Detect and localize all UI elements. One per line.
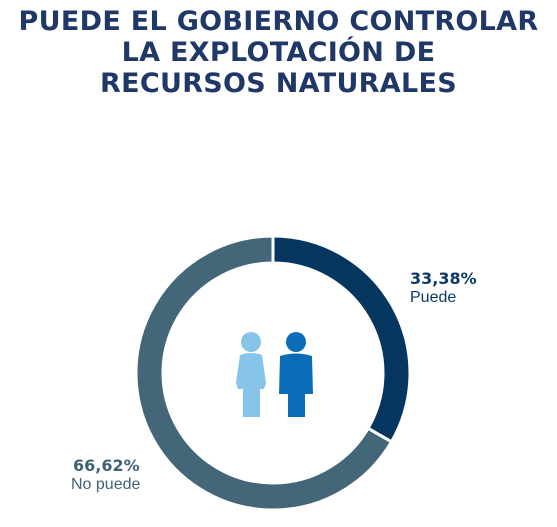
male-person-icon <box>279 332 313 417</box>
chart-title: PUEDE EL GOBIERNO CONTROLAR LA EXPLOTACI… <box>0 6 557 99</box>
donut-slice-no-puede <box>134 234 394 512</box>
donut-slices <box>134 234 412 512</box>
chart-title-line-1: PUEDE EL GOBIERNO CONTROLAR <box>18 6 539 37</box>
chart-title-line-2: LA EXPLOTACIÓN DE <box>121 37 436 68</box>
people-icon <box>236 332 313 417</box>
slice-value-puede: 33,38% <box>410 269 477 288</box>
chart-title-line-3: RECURSOS NATURALES <box>100 68 457 99</box>
slice-label-puede: Puede <box>410 289 456 306</box>
slice-label-no-puede: No puede <box>71 476 140 493</box>
slice-value-no-puede: 66,62% <box>73 456 140 475</box>
female-person-icon <box>236 332 266 417</box>
